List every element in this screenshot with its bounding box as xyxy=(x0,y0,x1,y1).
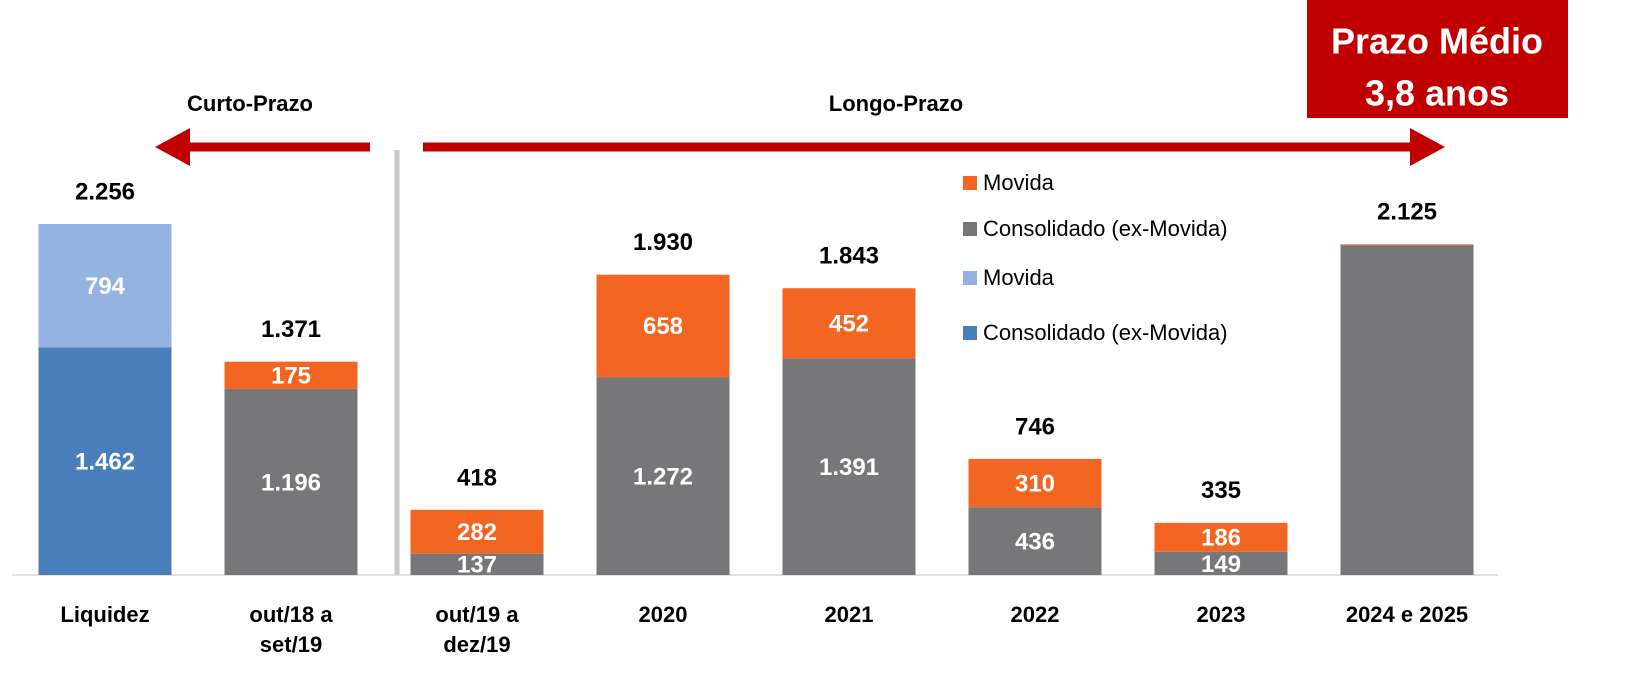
value-label: 186 xyxy=(1201,525,1241,552)
arrow-head xyxy=(1410,128,1445,166)
bar-segment xyxy=(1340,244,1474,246)
total-label: 1.371 xyxy=(261,316,321,343)
highlight-box xyxy=(1307,0,1568,118)
section-label: Curto-Prazo xyxy=(187,91,313,116)
total-label: 1.930 xyxy=(633,229,693,256)
value-label: 1.462 xyxy=(75,449,135,476)
box-text: 3,8 anos xyxy=(1365,73,1509,114)
x-tick-label: out/19 a dez/19 xyxy=(435,602,519,657)
bar-segment xyxy=(1154,522,1288,552)
legend-swatch xyxy=(963,271,977,285)
value-label: 794 xyxy=(85,273,126,300)
total-label: 2.256 xyxy=(75,178,135,205)
total-label: 335 xyxy=(1201,477,1241,504)
bar-segment xyxy=(410,553,544,575)
bar-segment xyxy=(1340,245,1474,576)
value-label: 1.391 xyxy=(819,454,879,481)
bar-segment xyxy=(968,458,1102,508)
value-label: 175 xyxy=(271,363,311,390)
value-label: 149 xyxy=(1201,551,1241,578)
total-label: 746 xyxy=(1015,413,1055,440)
legend-label: Movida xyxy=(983,170,1055,195)
bar-segment xyxy=(596,274,730,378)
value-label: 137 xyxy=(457,552,497,579)
legend-swatch xyxy=(963,326,977,340)
x-tick-label: 2023 xyxy=(1196,602,1246,627)
bar-segment xyxy=(596,377,730,575)
x-tick-label: Liquidez xyxy=(60,602,150,627)
value-label: 436 xyxy=(1015,528,1055,555)
bar-segment xyxy=(782,288,916,359)
bar-segment xyxy=(1154,551,1288,575)
bar-segment xyxy=(410,509,544,554)
legend-label: Consolidado (ex-Movida) xyxy=(983,320,1228,345)
total-label: 418 xyxy=(457,464,497,491)
box-text: Prazo Médio xyxy=(1331,21,1543,62)
value-label: 1.272 xyxy=(633,463,693,490)
legend-label: Consolidado (ex-Movida) xyxy=(983,216,1228,241)
x-tick-label: 2024 e 2025 xyxy=(1345,602,1469,627)
value-label: 452 xyxy=(829,311,869,338)
section-label: Longo-Prazo xyxy=(829,91,963,116)
value-label: 658 xyxy=(643,313,683,340)
bar-segment xyxy=(782,358,916,575)
value-label: 310 xyxy=(1015,470,1055,497)
legend-swatch xyxy=(963,222,977,236)
total-label: 1.843 xyxy=(819,243,879,270)
x-tick-label: 2021 xyxy=(824,602,874,627)
bar-segment xyxy=(224,388,358,575)
bar-segment xyxy=(968,507,1102,575)
legend-swatch xyxy=(963,176,977,190)
bar-segment xyxy=(38,347,172,575)
x-tick-label: out/18 a set/19 xyxy=(249,602,333,657)
x-tick-label: 2022 xyxy=(1010,602,1060,627)
total-label: 2.125 xyxy=(1377,199,1437,226)
legend-label: Movida xyxy=(983,265,1055,290)
x-tick-label: 2020 xyxy=(638,602,688,627)
value-label: 282 xyxy=(457,519,497,546)
arrow-head xyxy=(155,128,190,166)
bar-segment xyxy=(38,223,172,348)
value-label: 1.196 xyxy=(261,469,321,496)
bar-segment xyxy=(224,361,358,389)
